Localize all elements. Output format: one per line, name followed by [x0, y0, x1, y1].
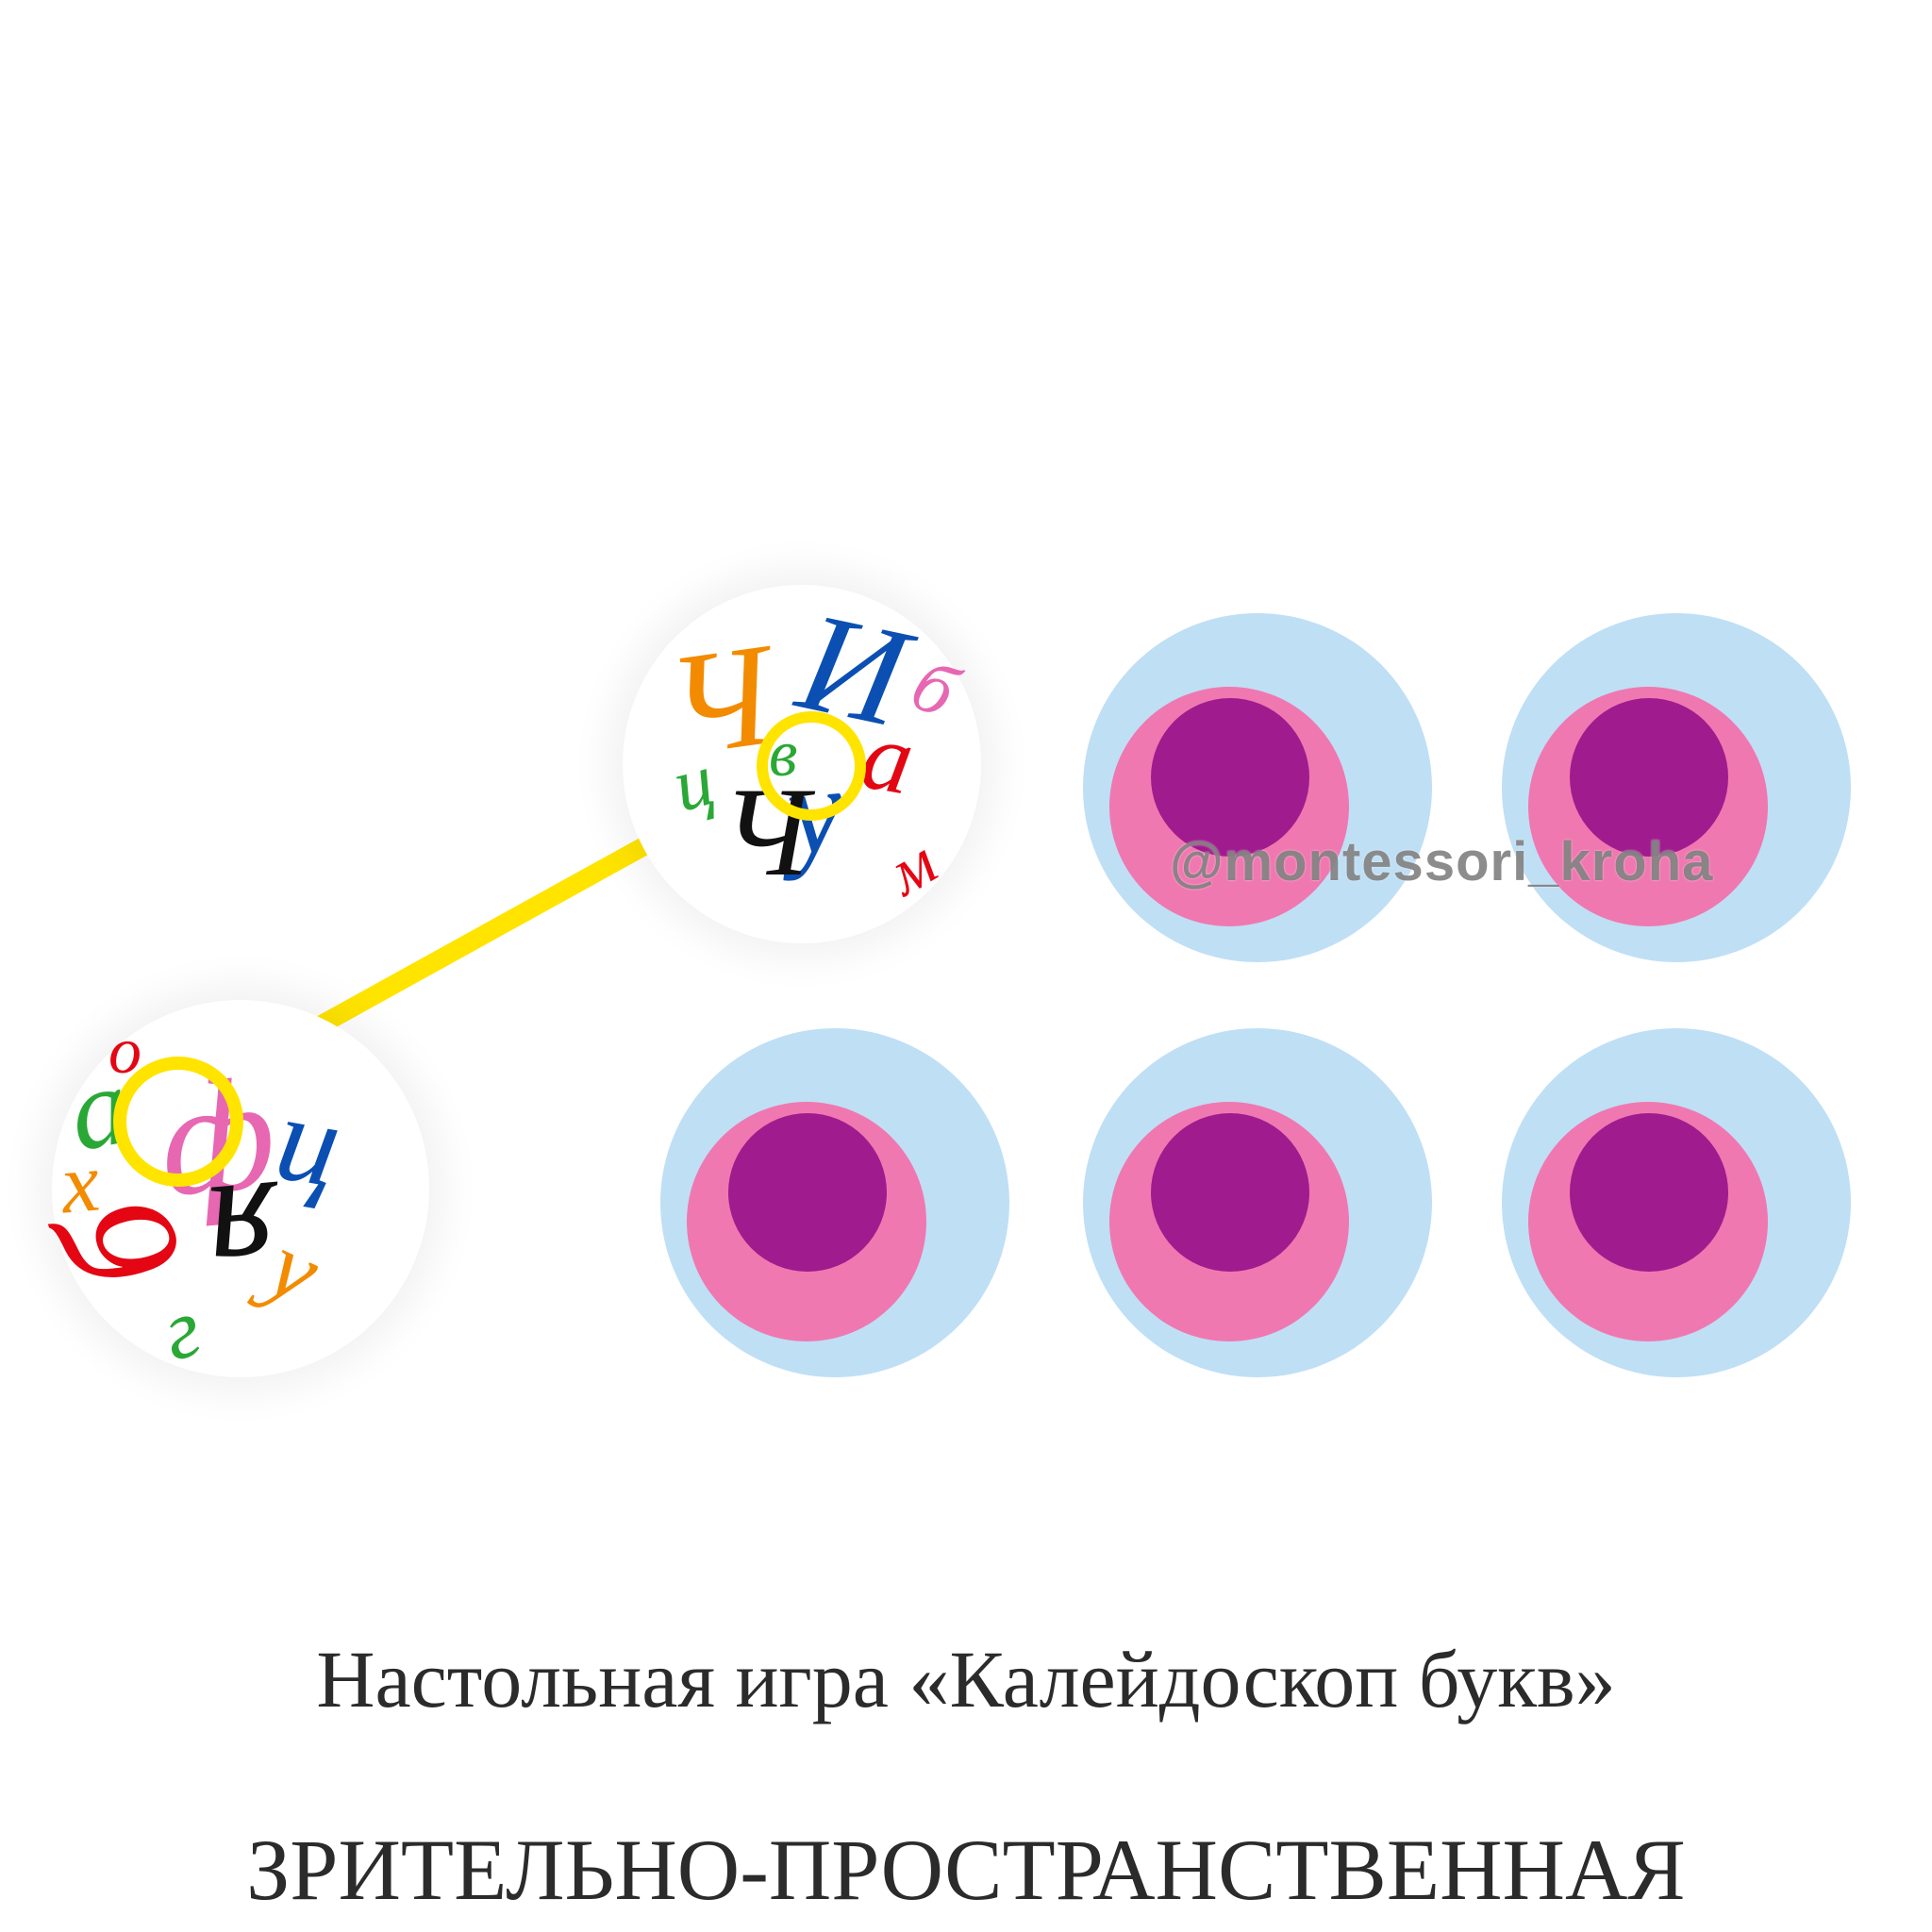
card-bottom: фахцбягоу — [52, 1000, 429, 1377]
caption-line-1: Настольная игра «Калейдоскоп букв» — [0, 1632, 1932, 1726]
highlight-ring — [757, 711, 866, 821]
watermark: @montessori_kroha — [1170, 830, 1713, 893]
game-token — [660, 1028, 1009, 1377]
game-token — [1083, 613, 1432, 962]
letter-glyph: б — [901, 646, 967, 731]
letter-glyph: м — [877, 829, 947, 908]
game-token — [1083, 1028, 1432, 1377]
token-ring-inner — [1151, 1113, 1309, 1272]
letter-glyph: г — [155, 1285, 208, 1375]
letter-glyph: ц — [268, 1075, 350, 1207]
game-token — [1502, 1028, 1851, 1377]
game-token — [1502, 613, 1851, 962]
caption-line-2: ЗРИТЕЛЬНО-ПРОСТРАНСТВЕННАЯ — [0, 1820, 1932, 1920]
token-ring-inner — [1570, 1113, 1728, 1272]
highlight-ring — [113, 1057, 243, 1187]
caption-block: Настольная игра «Калейдоскоп букв» ЗРИТЕ… — [0, 1632, 1932, 1932]
token-ring-inner — [728, 1113, 887, 1272]
